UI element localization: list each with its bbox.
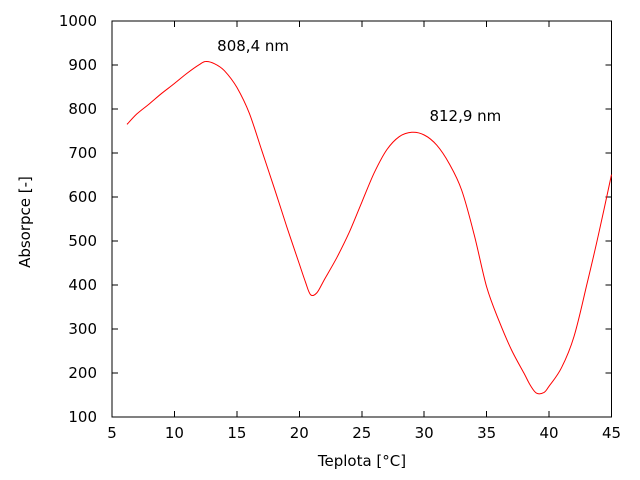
annotation-peak1-wavelength: 808,4 nm xyxy=(217,36,290,55)
x-tick-label: 10 xyxy=(164,424,184,442)
x-tick-label: 35 xyxy=(477,424,497,442)
y-tick-label: 400 xyxy=(68,276,97,294)
y-tick-label: 900 xyxy=(68,56,97,74)
y-tick-label: 600 xyxy=(68,188,97,206)
y-tick-label: 200 xyxy=(68,364,97,382)
y-tick-label: 100 xyxy=(68,408,97,426)
x-axis-title: Teplota [°C] xyxy=(317,452,407,470)
x-tick-label: 30 xyxy=(414,424,434,442)
plot-border xyxy=(111,20,612,418)
y-tick-label: 700 xyxy=(68,144,97,162)
x-tick-label: 25 xyxy=(352,424,372,442)
y-tick-label: 1000 xyxy=(58,12,97,30)
annotation-peak2-wavelength: 812,9 nm xyxy=(429,107,502,126)
x-tick-label: 40 xyxy=(539,424,559,442)
x-tick-label: 45 xyxy=(601,424,622,442)
y-tick-label: 300 xyxy=(68,320,97,338)
x-tick-label: 5 xyxy=(107,424,117,442)
y-axis-title: Absorpce [-] xyxy=(16,176,34,268)
y-tick-label: 800 xyxy=(68,100,97,118)
data-curve xyxy=(126,60,612,395)
x-tick-label: 20 xyxy=(289,424,309,442)
x-tick-label: 15 xyxy=(227,424,247,442)
y-tick-label: 500 xyxy=(68,232,97,250)
